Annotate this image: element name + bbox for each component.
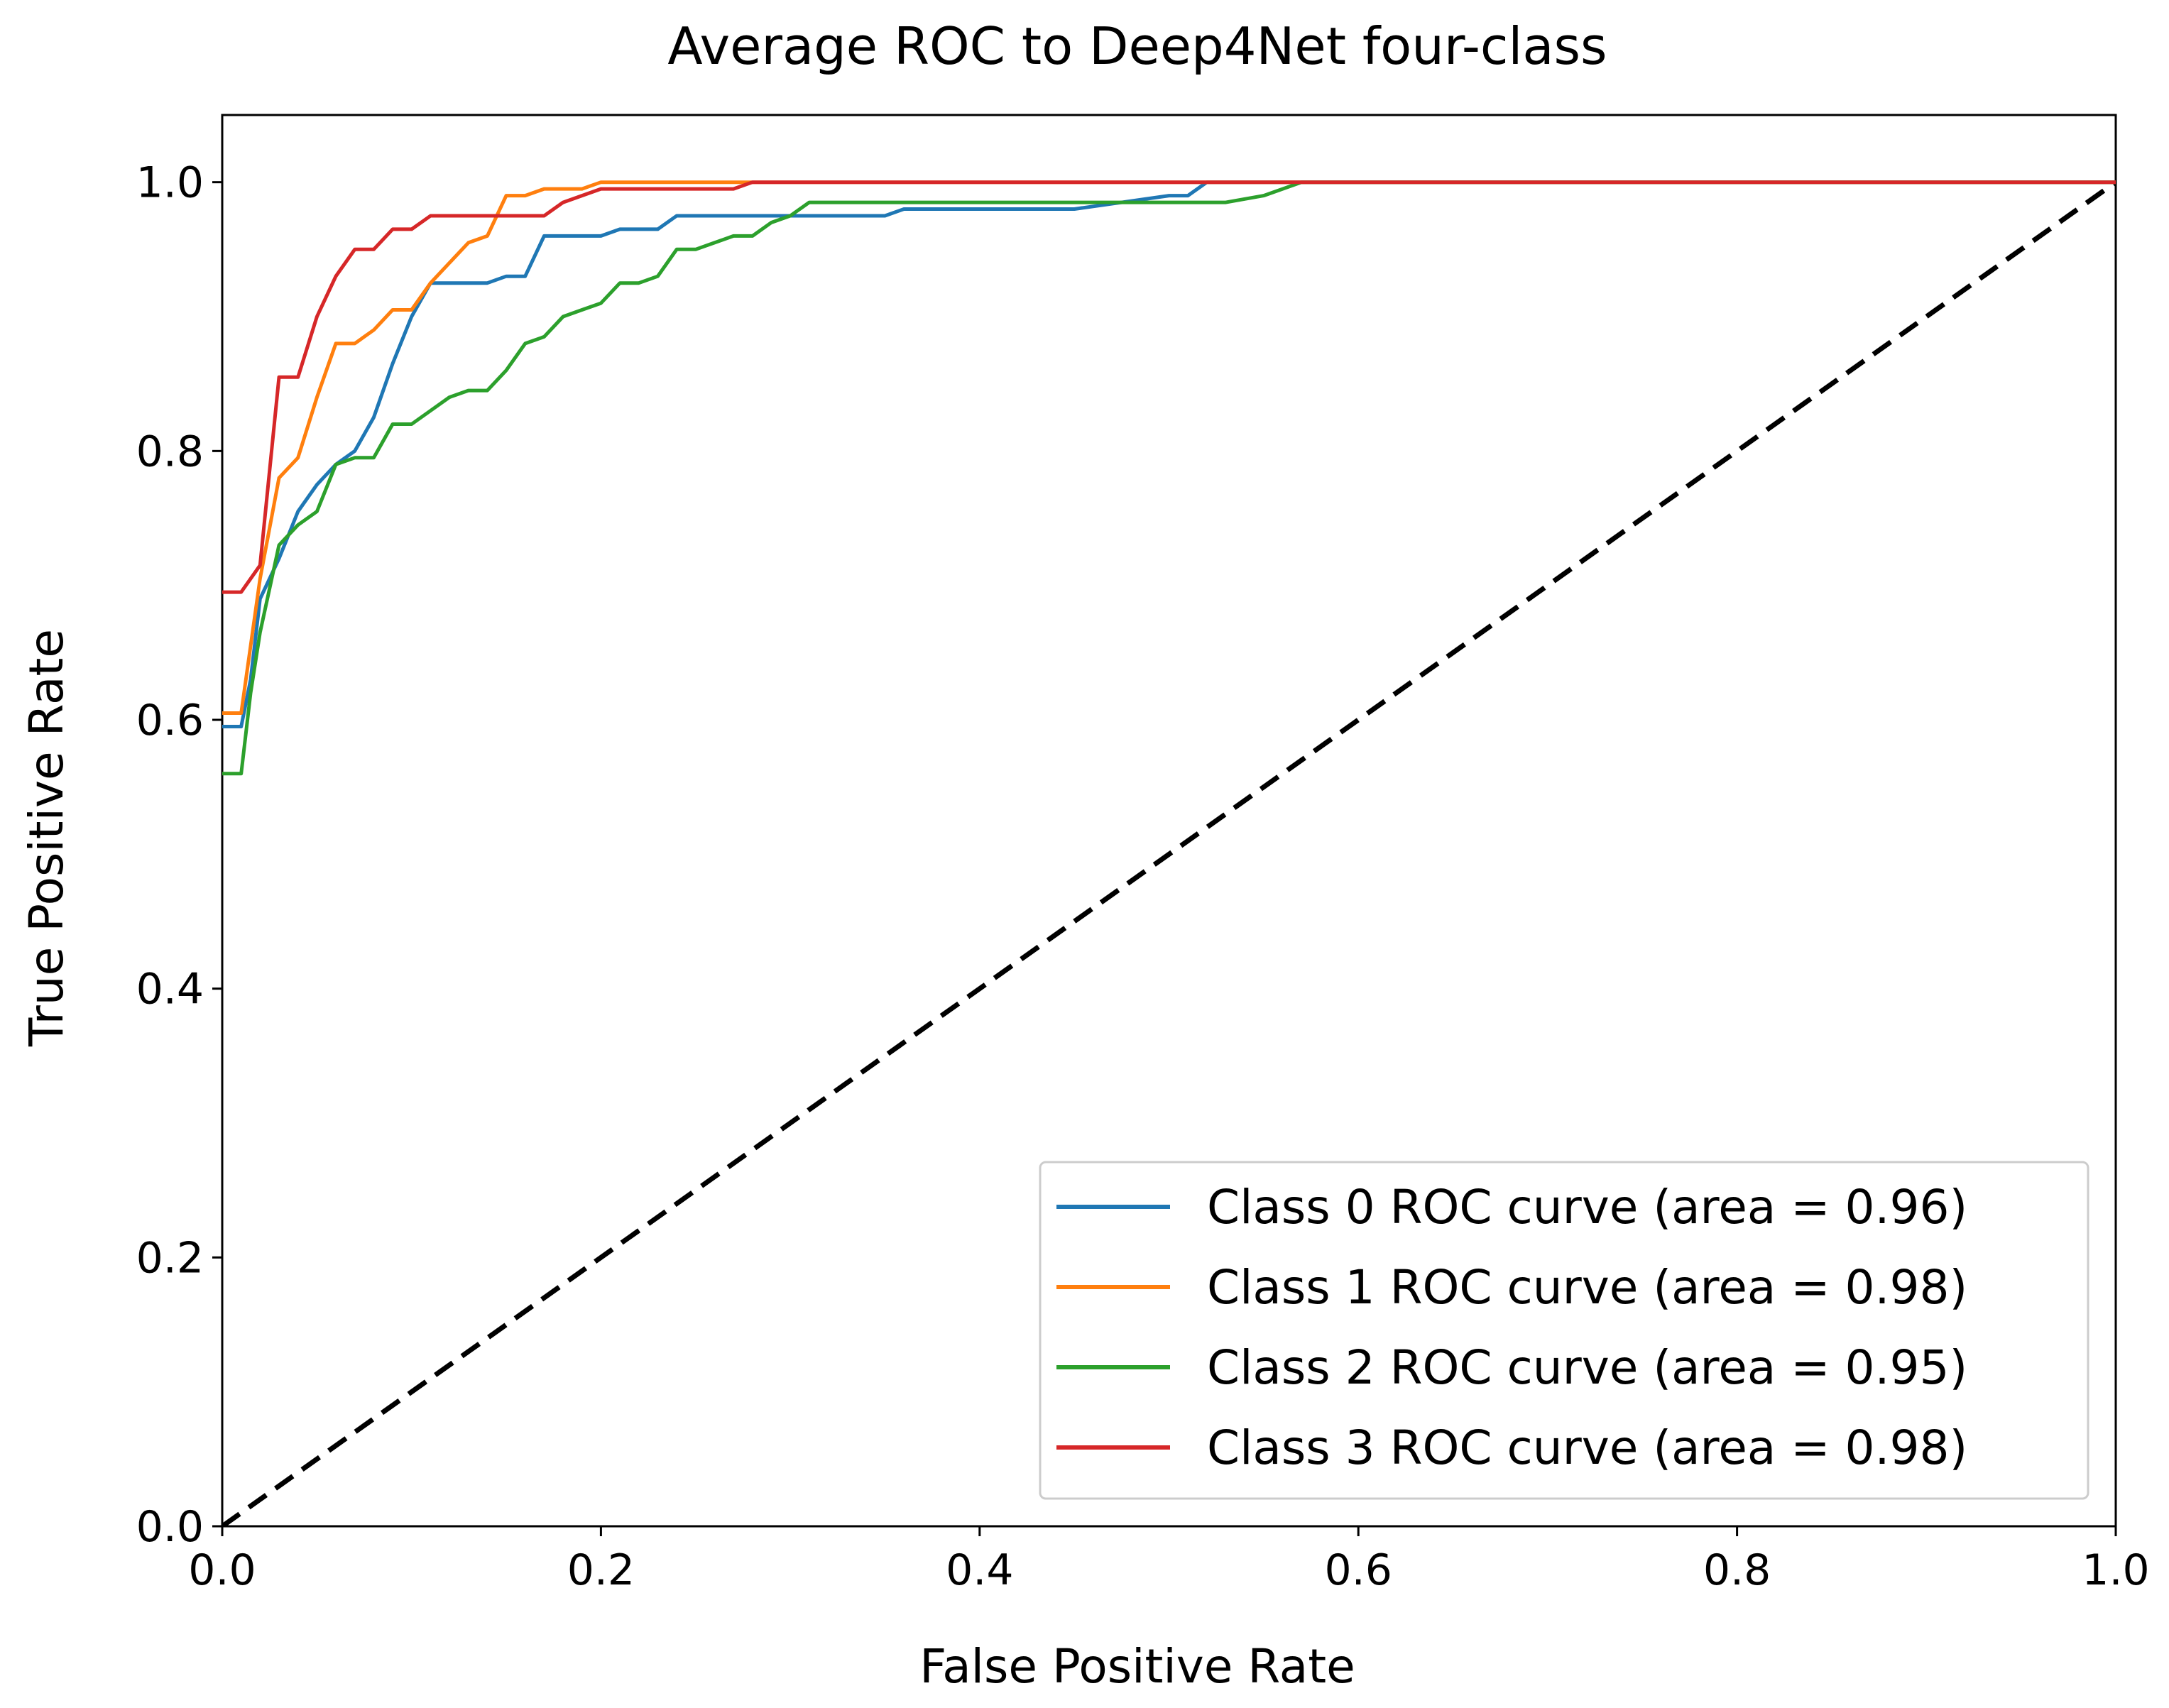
legend: Class 0 ROC curve (area = 0.96) Class 1 R… [1039, 1161, 2089, 1500]
curves-group [222, 180, 2116, 1526]
x-tick-label: 0.6 [1324, 1545, 1392, 1595]
series-line-class-0 [222, 180, 2116, 728]
series-line-class-2 [222, 180, 2116, 776]
x-tick-label: 1.0 [2082, 1545, 2149, 1595]
y-tick-label: 1.0 [136, 158, 204, 208]
x-axis-label: False Positive Rate [919, 1639, 1355, 1694]
x-tick-label: 0.2 [567, 1545, 635, 1595]
y-tick-label: 0.4 [136, 965, 204, 1014]
y-tick-label: 0.8 [136, 427, 204, 476]
chance-diagonal-line [222, 180, 2116, 1526]
series-line-class-3 [222, 180, 2116, 594]
legend-label-class-1: Class 1 ROC curve (area = 0.98) [1207, 1260, 1967, 1315]
legend-label-class-0: Class 0 ROC curve (area = 0.96) [1207, 1180, 1967, 1235]
chart-title: Average ROC to Deep4Net four-class [667, 16, 1607, 76]
y-tick-label: 0.0 [136, 1502, 204, 1552]
legend-box [1039, 1161, 2089, 1500]
legend-label-class-2: Class 2 ROC curve (area = 0.95) [1207, 1340, 1967, 1395]
y-tick-label: 0.6 [136, 696, 204, 745]
x-tick-label: 0.8 [1703, 1545, 1771, 1595]
y-tick-label: 0.2 [136, 1233, 204, 1283]
legend-label-class-3: Class 3 ROC curve (area = 0.98) [1207, 1420, 1967, 1475]
x-tick-label: 0.4 [946, 1545, 1013, 1595]
y-axis-label: True Positive Rate [19, 629, 74, 1047]
series-line-class-1 [222, 180, 2116, 715]
axes-frame [221, 114, 2117, 1528]
plot-area: 0.0 0.2 0.4 0.6 0.8 1.0 0.0 0.2 0.4 0.6 0.8 1.0 [136, 114, 2150, 1595]
x-tick-label: 0.0 [188, 1545, 256, 1595]
